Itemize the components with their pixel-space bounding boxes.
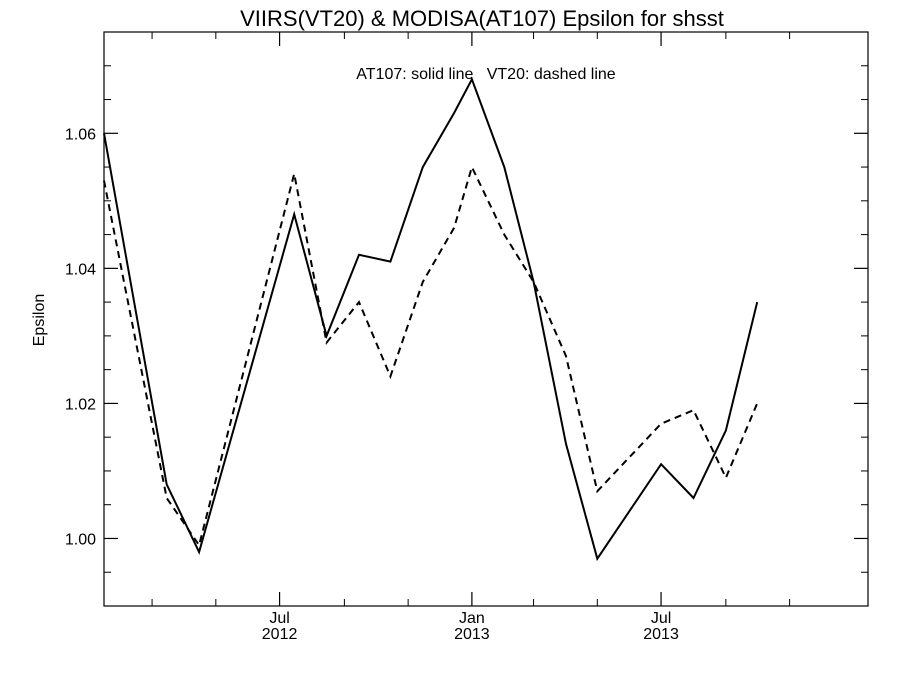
legend-annotation: AT107: solid line VT20: dashed line [356,66,616,83]
series-line-vt20 [103,164,759,548]
x-tick-label: 2012 [262,626,298,643]
x-tick-label: Jul [269,610,289,627]
chart-title: VIIRS(VT20) & MODISA(AT107) Epsilon for … [240,6,724,31]
x-tick-label: Jul [651,610,671,627]
y-tick-label: 1.04 [65,261,96,278]
y-axis-label: Epsilon [31,294,48,346]
y-tick-label: 1.00 [65,531,96,548]
x-tick-label: 2013 [454,626,490,643]
x-tick-label: Jan [459,610,485,627]
y-tick-label: 1.02 [65,396,96,413]
y-tick-label: 1.06 [65,126,96,143]
series-group [103,76,759,562]
x-tick-label: 2013 [643,626,679,643]
series-line-at107 [103,76,759,562]
plot-frame [103,31,869,607]
